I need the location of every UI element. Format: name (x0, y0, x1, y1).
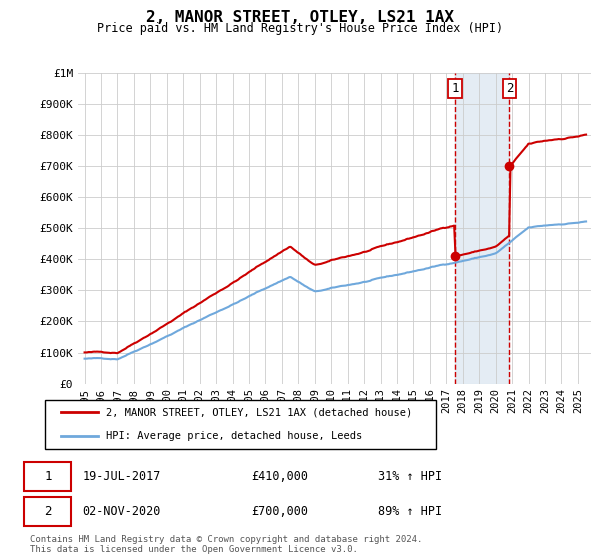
Text: 1: 1 (44, 470, 52, 483)
Text: Price paid vs. HM Land Registry's House Price Index (HPI): Price paid vs. HM Land Registry's House … (97, 22, 503, 35)
Text: 2: 2 (44, 505, 52, 518)
Text: 19-JUL-2017: 19-JUL-2017 (82, 470, 161, 483)
FancyBboxPatch shape (25, 462, 71, 492)
Text: £410,000: £410,000 (251, 470, 308, 483)
Text: HPI: Average price, detached house, Leeds: HPI: Average price, detached house, Leed… (106, 431, 362, 441)
Text: Contains HM Land Registry data © Crown copyright and database right 2024.
This d: Contains HM Land Registry data © Crown c… (30, 535, 422, 554)
FancyBboxPatch shape (25, 497, 71, 526)
Text: 89% ↑ HPI: 89% ↑ HPI (378, 505, 442, 518)
Text: 31% ↑ HPI: 31% ↑ HPI (378, 470, 442, 483)
Text: 1: 1 (452, 82, 459, 95)
Bar (455, 73, 509, 384)
FancyBboxPatch shape (46, 400, 436, 449)
Text: 02-NOV-2020: 02-NOV-2020 (82, 505, 161, 518)
Text: 2, MANOR STREET, OTLEY, LS21 1AX: 2, MANOR STREET, OTLEY, LS21 1AX (146, 10, 454, 25)
Text: £700,000: £700,000 (251, 505, 308, 518)
Text: 2, MANOR STREET, OTLEY, LS21 1AX (detached house): 2, MANOR STREET, OTLEY, LS21 1AX (detach… (106, 408, 412, 418)
Text: 2: 2 (506, 82, 513, 95)
